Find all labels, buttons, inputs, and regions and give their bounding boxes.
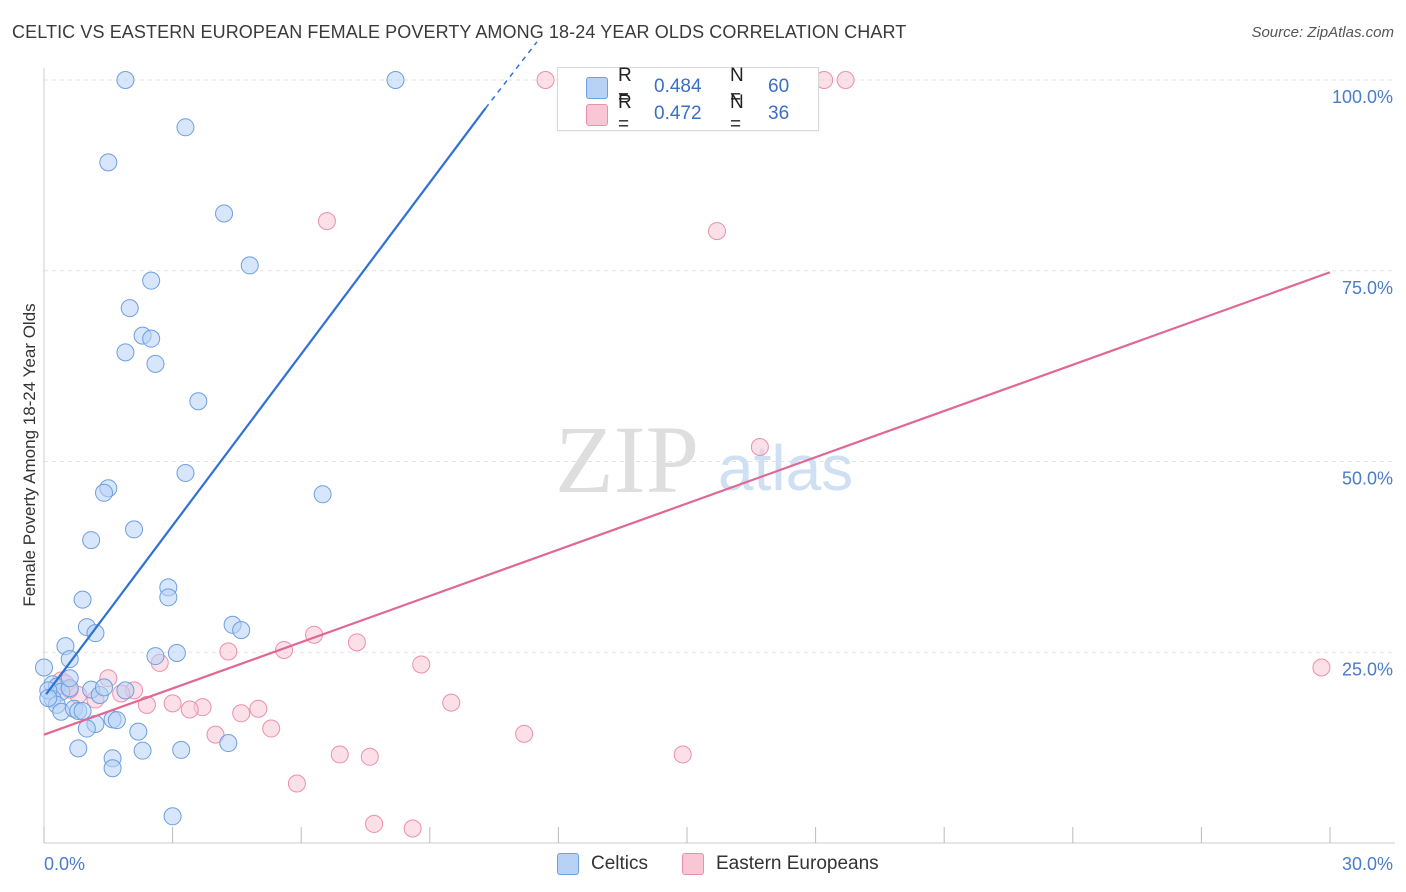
- eastern-point-4: [708, 222, 727, 241]
- legend-item-eastern-europeans[interactable]: Eastern Europeans: [682, 852, 879, 876]
- celtic-r-value: 0.484: [654, 76, 702, 97]
- eastern-point-31: [330, 745, 349, 764]
- eastern-point-22: [137, 695, 156, 714]
- celtic-trend-line-extension: [484, 41, 538, 109]
- eastern-point-35: [365, 814, 384, 833]
- celtic-point-17: [125, 520, 144, 539]
- celtic-n-label: N =: [730, 65, 744, 108]
- celtic-point-14: [313, 485, 332, 504]
- celtic-point-20: [159, 588, 178, 607]
- tick-labels: 100.0% 75.0% 50.0% 25.0% 0.0% 30.0%: [44, 87, 1393, 874]
- eastern-point-34: [287, 774, 306, 793]
- eastern-trend-line: [43, 271, 1331, 736]
- x-tick-label-min: 0.0%: [44, 854, 85, 874]
- eastern-point-30: [515, 724, 534, 743]
- legend-item-celtics[interactable]: Celtics: [557, 852, 648, 876]
- eastern-point-10: [219, 642, 238, 661]
- celtic-point-16: [95, 483, 114, 502]
- celtic-point-5: [240, 256, 259, 275]
- celtic-point-53: [219, 734, 238, 753]
- x-tick-label-max: 30.0%: [1342, 854, 1393, 874]
- celtic-point-34: [60, 669, 79, 688]
- celtic-point-57: [35, 658, 53, 677]
- eastern-point-21: [442, 693, 461, 712]
- eastern-n-value: 36: [768, 103, 790, 124]
- celtic-point-10: [116, 343, 135, 362]
- eastern-r-value: 0.472: [654, 103, 702, 124]
- watermark-zip: ZIP: [555, 406, 699, 513]
- eastern-swatch: [586, 104, 608, 126]
- eastern-n-label: N =: [730, 92, 744, 135]
- celtic-point-1: [386, 71, 405, 89]
- eastern-point-3: [317, 212, 336, 231]
- eastern-point-6: [1312, 658, 1331, 677]
- eastern-point-27: [232, 704, 251, 723]
- celtic-swatch: [586, 77, 608, 99]
- celtic-point-55: [103, 759, 122, 778]
- eastern-point-0: [536, 71, 555, 89]
- eastern-point-2: [836, 71, 855, 89]
- celtic-point-2: [176, 118, 195, 137]
- y-tick-label-1: 75.0%: [1342, 278, 1393, 298]
- chart-title: CELTIC VS EASTERN EUROPEAN FEMALE POVERT…: [12, 22, 907, 42]
- celtic-point-37: [116, 681, 135, 700]
- legend-celtics-label: Celtics: [591, 853, 649, 874]
- y-tick-label-0: 100.0%: [1332, 87, 1393, 107]
- celtic-point-28: [167, 644, 186, 663]
- celtic-point-23: [86, 624, 105, 643]
- axes: [43, 68, 1395, 844]
- celtic-point-49: [129, 722, 148, 741]
- celtic-point-9: [142, 329, 161, 348]
- legend-celtics-swatch: [557, 853, 579, 875]
- eastern-point-29: [206, 725, 225, 744]
- correlation-stats-box: R = 0.484 N = 60 R = 0.472 N = 36: [557, 65, 819, 135]
- celtic-point-21: [73, 590, 92, 609]
- celtic-points: [35, 71, 405, 826]
- eastern-point-25: [249, 699, 268, 718]
- eastern-point-36: [403, 819, 422, 838]
- eastern-point-11: [412, 655, 431, 674]
- celtic-point-29: [60, 650, 79, 669]
- celtic-point-44: [73, 702, 92, 721]
- celtic-point-48: [77, 719, 96, 738]
- eastern-r-label: R =: [618, 92, 632, 135]
- celtic-point-51: [133, 741, 152, 760]
- celtic-n-value: 60: [768, 76, 790, 97]
- celtic-point-25: [232, 621, 251, 640]
- celtic-point-13: [176, 463, 195, 482]
- legend-eastern-swatch: [682, 853, 704, 875]
- source-label: Source: ZipAtlas.com: [1251, 24, 1394, 41]
- eastern-point-23: [163, 694, 182, 713]
- eastern-point-5: [750, 438, 769, 457]
- y-tick-label-2: 50.0%: [1342, 469, 1393, 489]
- celtic-point-12: [189, 392, 208, 411]
- celtic-r-label: R =: [618, 65, 632, 108]
- eastern-point-8: [347, 633, 366, 652]
- celtic-point-52: [172, 740, 191, 759]
- eastern-point-28: [262, 719, 281, 738]
- celtic-point-46: [107, 711, 126, 730]
- celtic-point-18: [82, 531, 101, 550]
- celtic-point-6: [142, 271, 161, 290]
- celtic-point-0: [116, 71, 135, 89]
- eastern-point-33: [673, 745, 692, 764]
- gridlines: [44, 79, 1395, 653]
- y-tick-label-3: 25.0%: [1342, 659, 1393, 679]
- celtic-point-27: [146, 647, 165, 666]
- eastern-point-26: [180, 700, 199, 719]
- celtic-point-56: [163, 807, 182, 826]
- celtic-point-3: [99, 153, 118, 172]
- celtic-point-4: [215, 204, 234, 223]
- celtic-point-38: [95, 678, 114, 697]
- celtic-point-11: [146, 354, 165, 373]
- celtic-trend-line: [45, 107, 487, 695]
- celtic-point-50: [69, 739, 88, 758]
- trend-lines: [43, 41, 1331, 736]
- celtic-point-7: [120, 299, 139, 318]
- legend-eastern-label: Eastern Europeans: [716, 853, 879, 874]
- eastern-point-32: [360, 747, 379, 766]
